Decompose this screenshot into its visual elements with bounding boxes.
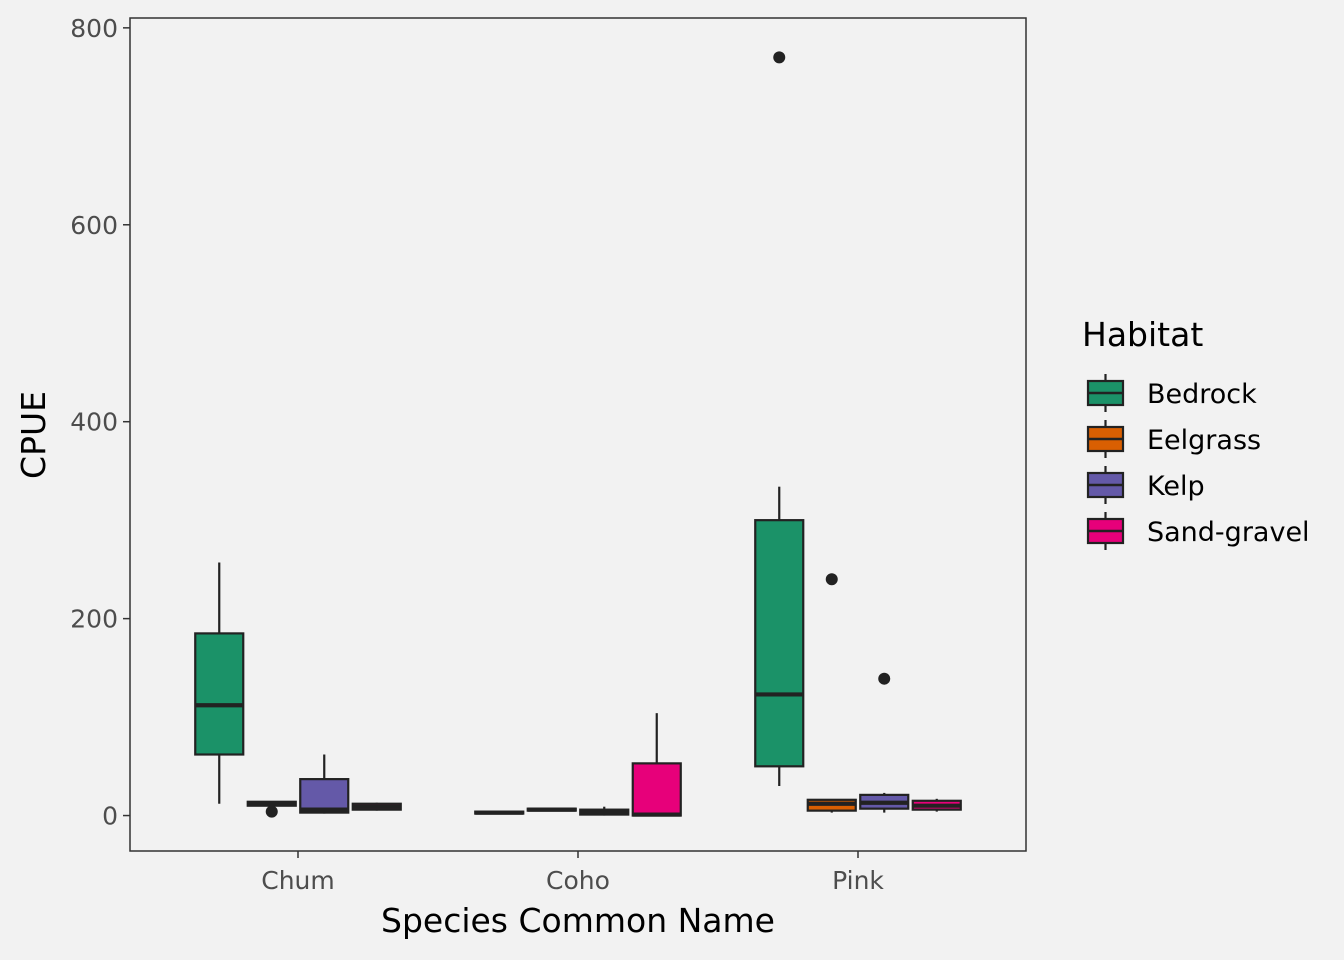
box-iqr xyxy=(754,519,805,768)
box-eelgrass-chum xyxy=(246,800,297,818)
box-kelp-coho xyxy=(579,806,630,816)
y-tick-label: 400 xyxy=(70,408,118,437)
plot-panel xyxy=(129,17,1027,852)
legend-title: Habitat xyxy=(1082,315,1203,354)
legend-label-kelp: Kelp xyxy=(1147,471,1205,502)
x-tick-label-chum: Chum xyxy=(261,866,335,895)
legend: Habitat Bedrock Eelgrass Kelp Sand-gravel xyxy=(1082,315,1310,550)
box-bedrock-chum xyxy=(194,562,245,804)
box-sand-gravel-pink xyxy=(911,798,962,812)
y-tick-label: 200 xyxy=(70,605,118,634)
box-bedrock-pink xyxy=(754,51,805,787)
outlier-point xyxy=(825,573,838,586)
legend-label-bedrock: Bedrock xyxy=(1147,379,1257,410)
outlier-point xyxy=(878,672,891,685)
x-tick-label-coho: Coho xyxy=(546,866,610,895)
box-layer xyxy=(194,51,962,818)
box-iqr xyxy=(631,762,682,817)
box-iqr xyxy=(194,632,245,756)
box-sand-gravel-coho xyxy=(631,713,682,817)
legend-item-bedrock: Bedrock xyxy=(1086,374,1257,412)
box-kelp-pink xyxy=(859,672,910,813)
box-iqr xyxy=(299,778,350,814)
legend-item-kelp: Kelp xyxy=(1086,466,1205,504)
box-sand-gravel-chum xyxy=(351,802,402,811)
legend-item-eelgrass: Eelgrass xyxy=(1086,420,1261,458)
box-kelp-chum xyxy=(299,754,350,814)
x-axis: Chum Coho Pink xyxy=(261,851,884,895)
y-axis: 0 200 400 600 800 xyxy=(70,14,130,831)
x-axis-title: Species Common Name xyxy=(381,901,775,940)
legend-label-sand-gravel: Sand-gravel xyxy=(1147,517,1310,548)
x-tick-label-pink: Pink xyxy=(832,866,884,895)
y-tick-label: 0 xyxy=(102,802,118,831)
box-bedrock-coho xyxy=(474,810,525,815)
y-tick-label: 600 xyxy=(70,211,118,240)
outlier-point xyxy=(265,805,278,818)
box-eelgrass-coho xyxy=(526,807,577,812)
y-axis-title: CPUE xyxy=(14,391,53,479)
outlier-point xyxy=(773,51,786,64)
legend-label-eelgrass: Eelgrass xyxy=(1147,425,1261,456)
y-tick-label: 800 xyxy=(70,14,118,43)
box-eelgrass-pink xyxy=(806,573,857,813)
legend-item-sand-gravel: Sand-gravel xyxy=(1086,512,1310,550)
